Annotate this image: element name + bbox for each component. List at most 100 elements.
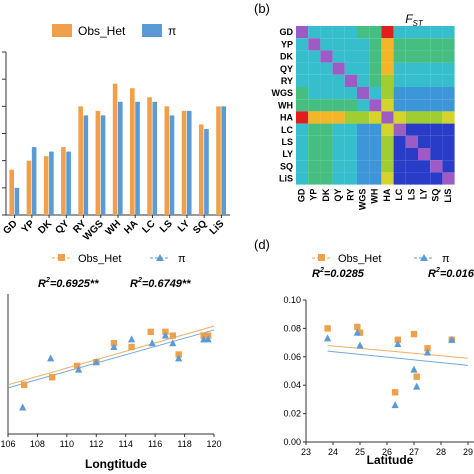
- heatmap-row-label-11: SQ: [280, 161, 293, 171]
- tick-label-d-y-1: 0.02: [283, 409, 301, 419]
- heatmap-cell-11-4: [344, 160, 357, 173]
- xlabel-a-2: DK: [36, 218, 55, 237]
- heatmap-cell-9-5: [357, 135, 370, 148]
- heatmap-cell-11-9: [405, 160, 418, 173]
- heatmap-cell-1-3: [332, 38, 345, 51]
- tick-label-c-x-3: 112: [89, 439, 103, 449]
- panel-label-d: (d): [254, 237, 270, 252]
- heatmap-cell-1-1: [308, 38, 321, 51]
- heatmap-cell-12-6: [369, 172, 382, 185]
- heatmap-cell-10-5: [357, 148, 370, 161]
- heatmap-cell-4-8: [393, 74, 406, 87]
- bar-a-obs-2: [43, 156, 49, 215]
- heatmap-cell-8-1: [308, 123, 321, 136]
- heatmap-row-label-7: HA: [280, 113, 293, 123]
- heatmap-cell-11-11: [430, 160, 443, 173]
- bar-a-pi-7: [135, 101, 140, 215]
- heatmap-cell-12-4: [344, 172, 357, 185]
- heatmap-cell-12-12: [442, 172, 455, 185]
- point-d-pi-3: [391, 401, 399, 409]
- heatmap-row-label-8: LC: [281, 125, 293, 135]
- heatmap-cell-3-5: [357, 62, 370, 75]
- tick-label-c-x-4: 114: [119, 439, 133, 449]
- heatmap-cell-9-11: [430, 135, 443, 148]
- heatmap-cell-3-10: [418, 62, 431, 75]
- heatmap-cell-7-10: [418, 111, 431, 124]
- bar-a-obs-9: [164, 106, 170, 215]
- point-c-pi-6: [148, 339, 156, 347]
- heatmap-cell-8-10: [418, 123, 431, 136]
- heatmap-col-label-6: WH: [370, 189, 380, 204]
- legend-d-pi-label: π: [442, 253, 450, 265]
- point-c-pi-8: [169, 339, 177, 347]
- heatmap-cell-2-7: [381, 50, 394, 63]
- xlabel-a-9: LS: [158, 218, 175, 235]
- point-c-obs-8: [169, 332, 176, 339]
- point-c-pi-2: [75, 365, 83, 373]
- heatmap-cell-6-1: [308, 99, 321, 112]
- heatmap-cell-8-0: [296, 123, 309, 136]
- point-c-pi-3: [92, 358, 100, 366]
- bar-a-obs-7: [130, 88, 135, 215]
- bar-a-obs-11: [198, 124, 204, 215]
- point-c-pi-9: [175, 354, 183, 362]
- heatmap-cell-12-10: [418, 172, 431, 185]
- bar-a-obs-8: [147, 97, 152, 215]
- heatmap-cell-3-6: [369, 62, 382, 75]
- heatmap-cell-4-3: [332, 74, 345, 87]
- heatmap-cell-7-3: [332, 111, 345, 124]
- heatmap-cell-0-7: [381, 26, 394, 39]
- heatmap-cell-5-3: [332, 87, 345, 100]
- heatmap-cell-12-3: [332, 172, 345, 185]
- heatmap-col-label-1: YP: [309, 189, 319, 201]
- heatmap-cell-8-6: [369, 123, 382, 136]
- heatmap-cell-3-8: [393, 62, 406, 75]
- heatmap-cell-3-1: [308, 62, 321, 75]
- heatmap-row-label-12: LiS: [279, 174, 293, 184]
- heatmap-cell-5-4: [344, 87, 357, 100]
- heatmap-cell-0-9: [405, 26, 418, 39]
- heatmap-cell-10-3: [332, 148, 345, 161]
- heatmap-cell-5-8: [393, 87, 406, 100]
- heatmap-cell-9-2: [320, 135, 333, 148]
- heatmap-cell-5-0: [296, 87, 309, 100]
- heatmap-cell-1-11: [430, 38, 443, 51]
- heatmap-cell-3-0: [296, 62, 309, 75]
- heatmap-cell-8-4: [344, 123, 357, 136]
- heatmap-cell-7-8: [393, 111, 406, 124]
- heatmap-col-label-0: GD: [297, 188, 307, 202]
- heatmap-cell-1-0: [296, 38, 309, 51]
- heatmap-cell-8-9: [405, 123, 418, 136]
- bar-a-pi-3: [66, 151, 71, 215]
- point-c-pi-0: [19, 403, 27, 411]
- heatmap-cell-6-10: [418, 99, 431, 112]
- heatmap-cell-12-8: [393, 172, 406, 185]
- heatmap-cell-4-6: [369, 74, 382, 87]
- r2-d-obs: R2=0.0285: [312, 267, 365, 280]
- heatmap-col-label-3: QY: [333, 189, 343, 202]
- heatmap-cell-10-6: [369, 148, 382, 161]
- heatmap-cell-12-11: [430, 172, 443, 185]
- legend-a-obs-label: Obs_Het: [78, 24, 126, 38]
- heatmap-cell-2-2: [320, 50, 333, 63]
- heatmap-row-label-3: QY: [280, 64, 293, 74]
- heatmap-cell-10-12: [442, 148, 455, 161]
- heatmap-cell-2-12: [442, 50, 455, 63]
- heatmap-cell-11-2: [320, 160, 333, 173]
- point-d-pi-1: [353, 328, 361, 336]
- heatmap-cell-3-4: [344, 62, 357, 75]
- bar-a-obs-10: [181, 110, 187, 215]
- heatmap-col-label-12: LiS: [443, 189, 453, 203]
- tick-label-c-x-7: 120: [206, 439, 221, 449]
- xlabel-a-3: QY: [53, 218, 71, 236]
- point-d-pi-0: [324, 334, 332, 342]
- heatmap-cell-5-12: [442, 87, 455, 100]
- heatmap-cell-8-8: [393, 123, 406, 136]
- bar-a-obs-0: [9, 169, 15, 215]
- heatmap-cell-10-4: [344, 148, 357, 161]
- heatmap-cell-12-2: [320, 172, 333, 185]
- bar-a-obs-12: [216, 106, 221, 215]
- heatmap-cell-0-11: [430, 26, 443, 39]
- xlabel-a-10: LY: [176, 218, 192, 234]
